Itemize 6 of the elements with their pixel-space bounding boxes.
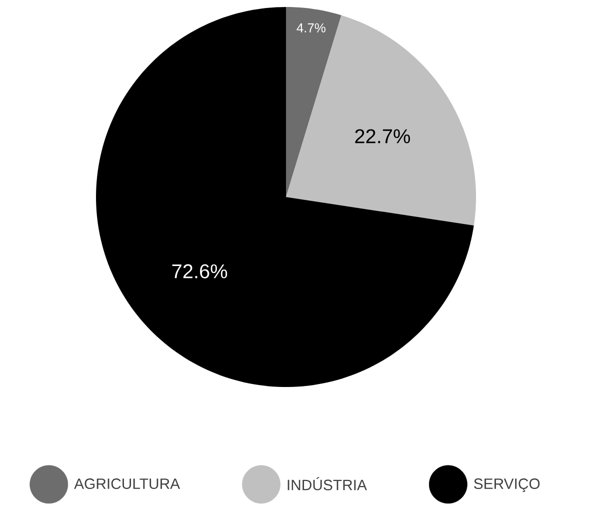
data-label: 72.6% <box>172 264 228 278</box>
data-label: 22.7% <box>355 129 410 144</box>
legend-label: INDÚSTRIA <box>288 477 367 490</box>
legend-label: SERVIÇO <box>474 478 540 492</box>
data-label: 4.7% <box>296 23 326 32</box>
legend-label: AGRICULTURA <box>74 478 180 489</box>
